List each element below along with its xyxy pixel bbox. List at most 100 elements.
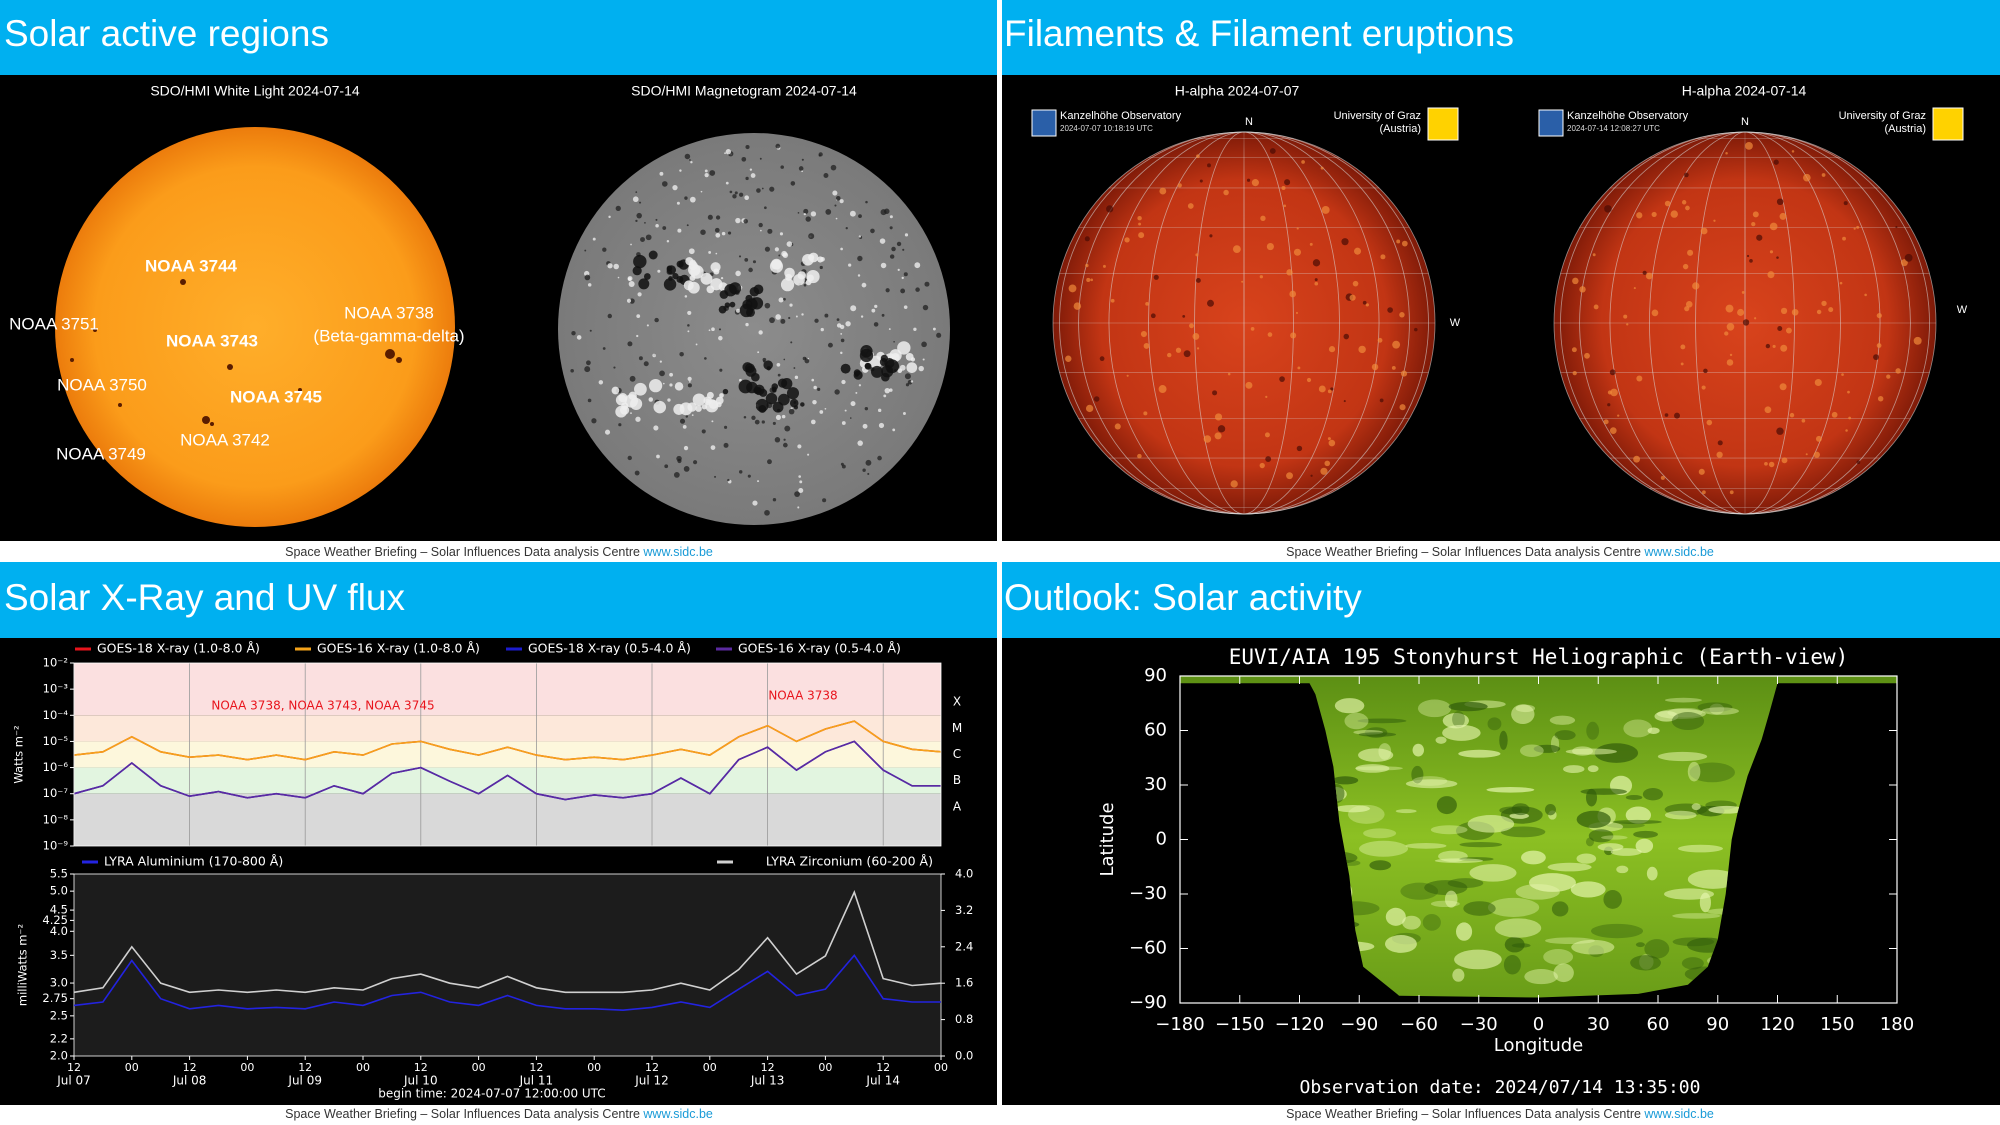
footer-link[interactable]: www.sidc.be [1643,1107,1714,1121]
corona-feature [1452,968,1465,982]
plage [1318,385,1326,393]
plage [1592,253,1596,257]
plage [1682,263,1689,270]
magnetic-speck [865,200,868,204]
series-line [73,720,942,761]
magnetic-speck [700,190,703,193]
magnetic-speck [788,408,795,415]
corona-feature [1357,718,1407,724]
magnetic-speck [626,298,632,303]
magnetic-speck [801,158,804,161]
magnetic-speck [715,215,721,220]
magnetic-speck [701,429,706,434]
corona-feature [1459,841,1503,848]
corona-feature [1630,955,1661,971]
magnetic-speck [758,222,763,228]
magnetic-patch [906,362,918,373]
magnetic-speck [751,415,756,420]
plage [1085,404,1094,413]
plage [1633,455,1641,463]
magnetic-speck [656,454,660,459]
plage [1265,395,1268,399]
footer-link[interactable]: www.sidc.be [642,1107,713,1121]
plage [1660,475,1665,480]
magnetic-patch [800,402,805,407]
y-tick-label: 60 [1144,720,1167,741]
footer-link[interactable]: www.sidc.be [1643,545,1714,559]
annotation: NOAA 3738, NOAA 3743, NOAA 3745 [211,699,434,713]
footer: Space Weather Briefing – Solar Influence… [1286,1107,1714,1121]
corona-feature [1681,957,1704,970]
plage [1296,445,1303,452]
y-tick-label: −60 [1129,938,1167,959]
footer-text: Space Weather Briefing – Solar Influence… [285,1107,643,1121]
corona-feature [1494,918,1542,938]
magnetic-speck [637,292,642,297]
plage [1396,239,1401,244]
plage [1328,439,1336,447]
magnetic-speck [662,226,667,230]
magnetic-speck [840,333,843,335]
plage [1286,269,1293,276]
magnetic-patch [632,266,642,276]
corona-feature [1434,858,1484,864]
begin-time: begin time: 2024-07-07 12:00:00 UTC [378,1087,605,1101]
plage [1642,270,1647,275]
magnetic-speck [725,149,732,155]
y-tick-label: 3.0 [50,976,68,990]
y2-tick-label: 0.0 [955,1049,973,1063]
magnetic-speck [679,351,684,357]
magnetic-speck [849,210,856,217]
longitude-line [1553,131,1937,515]
plage [1609,427,1617,434]
x-tick-label: 12 [298,1061,312,1074]
magnetic-speck [784,425,791,432]
corona-feature [1549,715,1576,725]
plage [1371,363,1379,371]
corona-feature [1553,963,1574,983]
magnetic-speck [803,283,807,287]
plage [1805,453,1808,456]
magnetic-speck [687,324,690,327]
magnetic-patch [724,302,731,308]
magnetic-speck [822,498,827,503]
magnetic-speck [840,351,843,355]
plage [1414,327,1418,332]
observatory-banner: Kanzelhöhe Observatory 2024-07-07 10:18:… [1031,107,1461,329]
magnetic-speck [798,166,804,171]
corona-feature [1442,724,1481,741]
corona-feature [1543,949,1574,965]
plage [1293,248,1302,256]
plage [1209,234,1213,238]
flare-class-label: M [952,721,962,735]
plage [1245,381,1253,389]
magnetic-speck [824,407,827,410]
magnetic-speck [903,272,908,277]
sunspot [396,357,402,363]
magnetic-speck [861,282,867,288]
magnetic-patch [884,357,895,369]
sunspot [180,279,186,285]
magnetic-speck [714,227,720,233]
magnetic-speck [804,358,810,364]
footer-link[interactable]: www.sidc.be [642,545,713,559]
corona-feature [1616,865,1629,874]
magnetic-patch [729,282,742,295]
corona-feature [1442,712,1469,729]
magnetic-patch [871,365,884,378]
plage [1214,432,1222,440]
x-tick-label: 60 [1647,1014,1670,1035]
plage [1085,263,1089,268]
corona-feature [1664,810,1697,820]
magnetic-speck [862,423,868,429]
plage [1845,429,1848,432]
magnetic-speck [684,153,691,160]
plage [1159,187,1167,195]
plage [1617,414,1620,417]
plage [1607,390,1613,395]
magnetic-patch [648,250,658,260]
plage [1886,374,1891,379]
magnetic-speck [774,437,781,443]
magnetic-speck [775,414,782,420]
magnetic-speck [775,314,781,320]
